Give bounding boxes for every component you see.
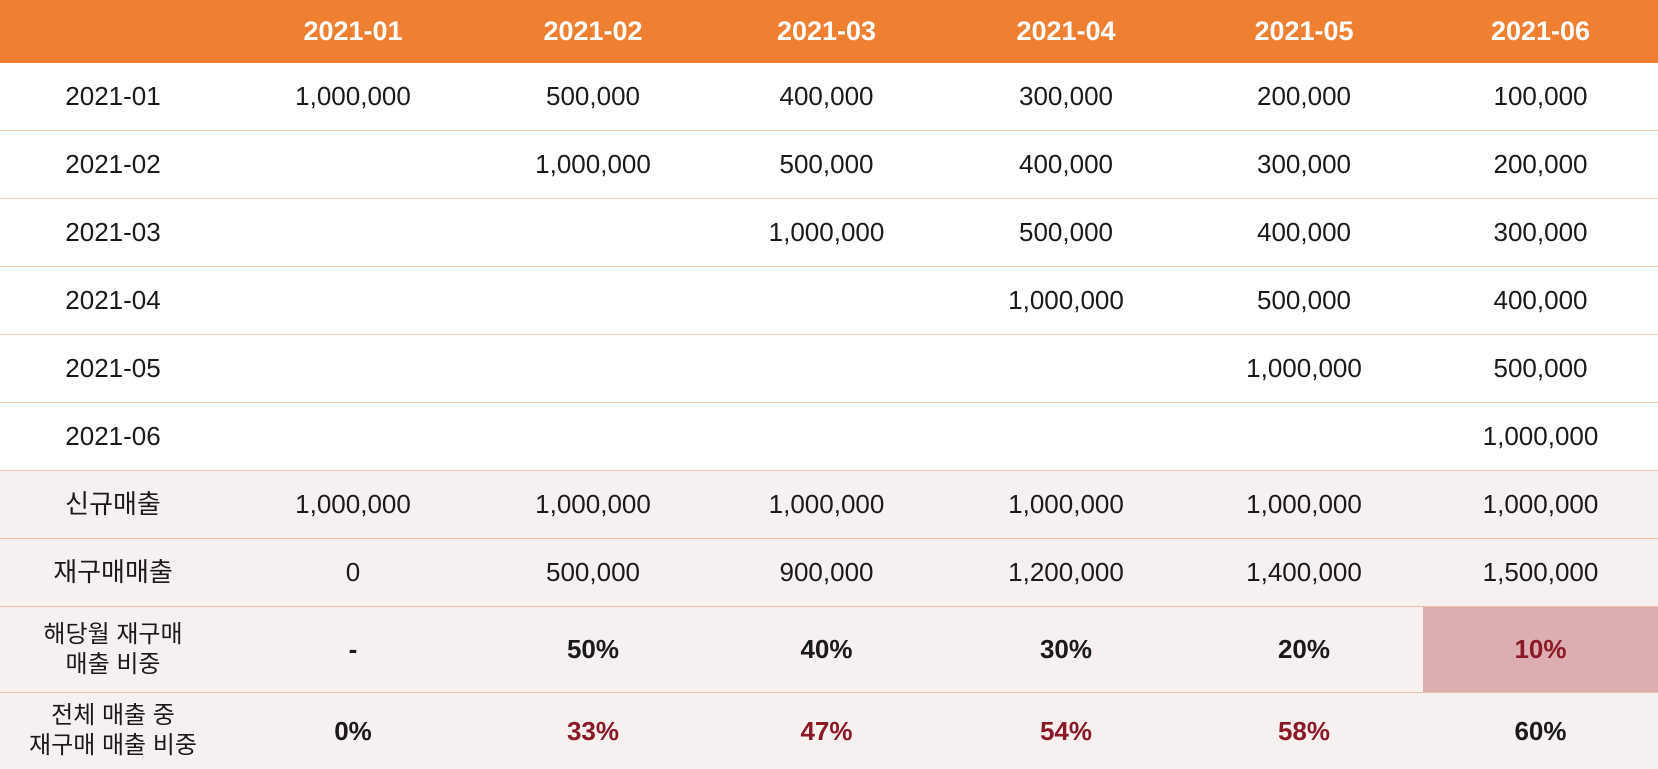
table-cell: 400,000 — [1257, 217, 1351, 248]
table-cell: 1,200,000 — [1008, 557, 1124, 588]
table-cell — [226, 131, 480, 198]
table-cell: 0 — [345, 557, 361, 588]
row-label-line: 전체 매출 중 — [51, 702, 175, 729]
row-label: 신규매출 — [65, 489, 161, 520]
table-cell — [480, 267, 706, 334]
table-cell: 200,000 — [1493, 149, 1588, 180]
table-cell: 1,400,000 — [1246, 557, 1362, 588]
table-cell: 1,000,000 — [295, 489, 411, 520]
row-label: 2021-02 — [65, 149, 161, 180]
table-cell: - — [348, 634, 358, 665]
table-cell — [706, 403, 947, 470]
table-cell — [1185, 403, 1423, 470]
row-label: 2021-06 — [65, 421, 161, 452]
table-cell: 1,000,000 — [768, 489, 885, 520]
table-cell: 40% — [800, 634, 853, 665]
table-cell: 1,000,000 — [1246, 353, 1362, 384]
table-cell: 58% — [1277, 715, 1331, 746]
new-sales-row: 신규매출 1,000,000 1,000,000 1,000,000 1,000… — [0, 471, 1658, 539]
row-label: 2021-04 — [65, 285, 161, 316]
table-cell — [226, 335, 480, 402]
table-cell: 1,000,000 — [1008, 489, 1124, 520]
table-cell: 500,000 — [1493, 353, 1588, 384]
table-row: 2021-05 1,000,000 500,000 — [0, 335, 1658, 403]
table-cell: 500,000 — [1019, 217, 1113, 248]
header-corner-cell — [0, 0, 226, 63]
row-label: 2021-03 — [65, 217, 161, 248]
row-label: 2021-05 — [65, 353, 161, 384]
table-cell: 1,500,000 — [1482, 557, 1599, 588]
row-label: 해당월 재구매 매출 비중 — [0, 607, 226, 692]
total-ratio-row: 전체 매출 중 재구매 매출 비중 0% 33% 47% 54% 58% 60% — [0, 693, 1658, 769]
table-cell — [706, 335, 947, 402]
table-cell: 300,000 — [1493, 217, 1588, 248]
table-cell: 47% — [800, 715, 853, 746]
repurchase-sales-row: 재구매매출 0 500,000 900,000 1,200,000 1,400,… — [0, 539, 1658, 607]
table-cell: 30% — [1039, 634, 1093, 665]
table-cell: 400,000 — [1493, 285, 1588, 316]
table-cell: 500,000 — [1257, 285, 1351, 316]
column-header: 2021-03 — [776, 15, 877, 46]
table-cell — [947, 335, 1185, 402]
table-cell — [947, 403, 1185, 470]
monthly-ratio-row: 해당월 재구매 매출 비중 - 50% 40% 30% 20% 10% — [0, 607, 1658, 693]
table-cell: 1,000,000 — [768, 217, 885, 248]
table-cell: 1,000,000 — [1008, 285, 1124, 316]
table-cell — [226, 199, 480, 266]
row-label: 2021-01 — [65, 81, 161, 112]
table-cell: 54% — [1039, 715, 1093, 746]
table-cell: 20% — [1277, 634, 1331, 665]
table-cell — [480, 335, 706, 402]
table-cell: 1,000,000 — [535, 489, 651, 520]
column-header: 2021-01 — [303, 15, 403, 46]
table-cell: 1,000,000 — [535, 149, 651, 180]
table-cell: 50% — [566, 634, 620, 665]
table-cell: 1,000,000 — [1482, 489, 1599, 520]
table-cell — [226, 267, 480, 334]
table-cell: 300,000 — [1019, 81, 1113, 112]
column-header: 2021-06 — [1490, 15, 1591, 46]
table-cell — [480, 403, 706, 470]
table-cell: 500,000 — [546, 557, 640, 588]
table-row: 2021-06 1,000,000 — [0, 403, 1658, 471]
table-cell: 0% — [334, 715, 372, 746]
table-cell — [706, 267, 947, 334]
table-row: 2021-03 1,000,000 500,000 400,000 300,00… — [0, 199, 1658, 267]
table-cell: 1,000,000 — [1482, 421, 1599, 452]
table-header-row: 2021-01 2021-02 2021-03 2021-04 2021-05 … — [0, 0, 1658, 63]
row-label-line: 매출 비중 — [65, 650, 161, 678]
row-label-line: 재구매 매출 비중 — [29, 732, 197, 759]
table-row: 2021-02 1,000,000 500,000 400,000 300,00… — [0, 131, 1658, 199]
table-cell: 400,000 — [779, 81, 874, 112]
table-cell: 200,000 — [1257, 81, 1351, 112]
table-cell: 500,000 — [779, 149, 874, 180]
row-label-line: 해당월 재구매 — [43, 620, 183, 648]
table-cell: 1,000,000 — [1246, 489, 1362, 520]
table-row: 2021-04 1,000,000 500,000 400,000 — [0, 267, 1658, 335]
table-cell: 1,000,000 — [295, 81, 411, 112]
table-cell: 60% — [1514, 715, 1567, 746]
table-cell: 500,000 — [546, 81, 640, 112]
table-cell: 100,000 — [1493, 81, 1588, 112]
table-cell: 300,000 — [1257, 149, 1351, 180]
highlighted-cell: 10% — [1423, 607, 1658, 692]
table-cell — [226, 403, 480, 470]
table-row: 2021-01 1,000,000 500,000 400,000 300,00… — [0, 63, 1658, 131]
table-cell — [480, 199, 706, 266]
column-header: 2021-04 — [1016, 15, 1116, 46]
column-header: 2021-05 — [1254, 15, 1354, 46]
table-cell: 33% — [566, 715, 620, 746]
table-cell: 900,000 — [779, 557, 874, 588]
column-header: 2021-02 — [543, 15, 643, 46]
row-label: 재구매매출 — [53, 557, 173, 588]
table-cell: 400,000 — [1019, 149, 1113, 180]
row-label: 전체 매출 중 재구매 매출 비중 — [0, 693, 226, 769]
